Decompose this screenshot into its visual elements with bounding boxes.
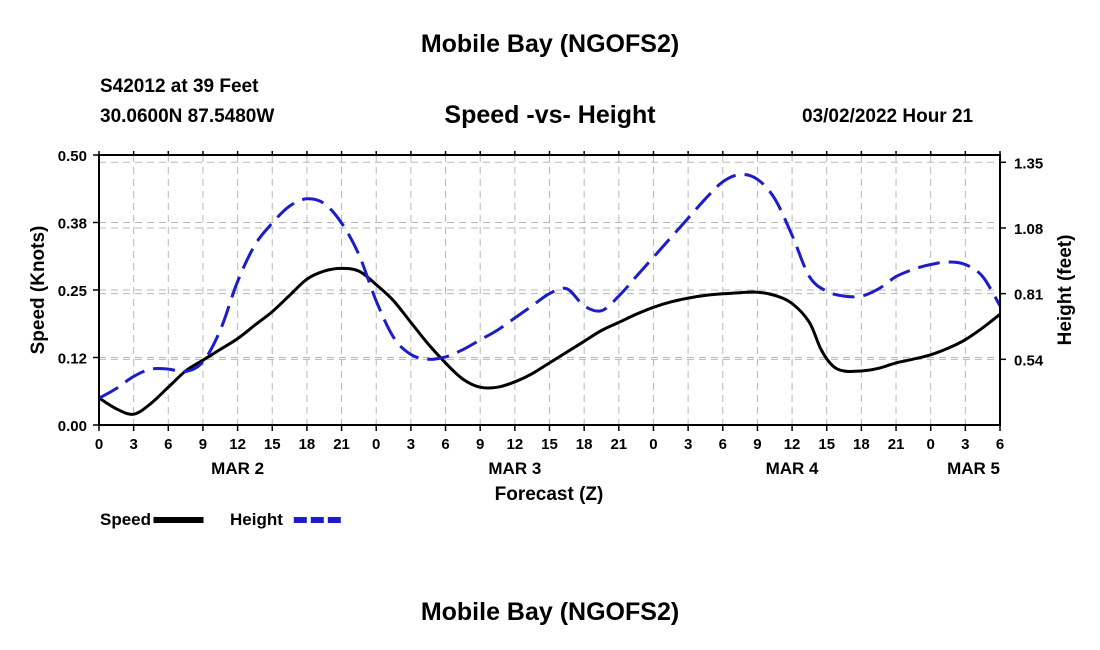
y2-axis-label: Height (feet): [1055, 235, 1076, 346]
x-tick-label: 18: [853, 436, 870, 453]
x-tick-label: 3: [129, 436, 137, 453]
x-date-label: MAR 5: [947, 459, 1000, 478]
x-axis-label: Forecast (Z): [495, 484, 604, 505]
x-tick-label: 6: [996, 436, 1004, 453]
x-tick-label: 18: [576, 436, 593, 453]
x-date-label: MAR 3: [488, 459, 541, 478]
y-tick-label: 0.00: [58, 418, 87, 435]
x-tick-label: 3: [961, 436, 969, 453]
x-tick-label: 0: [372, 436, 380, 453]
y-tick-label: 0.38: [58, 216, 87, 233]
x-tick-label: 15: [818, 436, 835, 453]
y2-tick-label: 1.08: [1014, 221, 1043, 238]
page-title: Mobile Bay (NGOFS2): [420, 30, 680, 58]
station-coordinates: 30.0600N 87.5480W: [100, 106, 275, 127]
x-tick-label: 6: [441, 436, 449, 453]
page-title-repeat: Mobile Bay (NGOFS2): [420, 598, 680, 626]
x-tick-label: 6: [164, 436, 172, 453]
y-tick-label: 0.12: [58, 351, 87, 368]
y-tick-label: 0.50: [58, 148, 87, 165]
legend-label-height: Height: [230, 510, 283, 529]
x-tick-label: 15: [264, 436, 281, 453]
x-tick-label: 0: [649, 436, 657, 453]
x-tick-label: 3: [684, 436, 692, 453]
x-tick-label: 21: [333, 436, 350, 453]
series-line-speed: [98, 266, 1001, 416]
x-tick-label: 21: [610, 436, 627, 453]
y2-tick-label: 0.54: [1014, 352, 1044, 369]
x-tick-label: 12: [784, 436, 801, 453]
series-line-height: [98, 172, 1002, 400]
legend-label-speed: Speed: [100, 510, 151, 529]
x-tick-label: 9: [753, 436, 761, 453]
x-tick-label: 3: [407, 436, 415, 453]
x-tick-label: 15: [541, 436, 558, 453]
x-tick-label: 0: [95, 436, 103, 453]
x-tick-label: 12: [507, 436, 524, 453]
y2-tick-label: 1.35: [1014, 155, 1043, 172]
station-label: S42012 at 39 Feet: [100, 76, 259, 97]
x-date-label: MAR 4: [766, 459, 819, 478]
x-tick-label: 18: [299, 436, 316, 453]
x-tick-label: 6: [719, 436, 727, 453]
x-tick-label: 0: [927, 436, 935, 453]
x-tick-label: 9: [476, 436, 484, 453]
x-tick-label: 12: [229, 436, 246, 453]
x-date-label: MAR 2: [211, 459, 264, 478]
x-tick-label: 21: [888, 436, 905, 453]
chart-subtitle: Speed -vs- Height: [444, 101, 656, 129]
y-axis-label: Speed (Knots): [28, 226, 49, 355]
legend: Speed Height: [100, 510, 344, 529]
x-tick-label: 9: [199, 436, 207, 453]
y2-tick-label: 0.81: [1014, 287, 1043, 304]
forecast-datetime: 03/02/2022 Hour 21: [802, 106, 974, 127]
y-tick-label: 0.25: [58, 283, 87, 300]
